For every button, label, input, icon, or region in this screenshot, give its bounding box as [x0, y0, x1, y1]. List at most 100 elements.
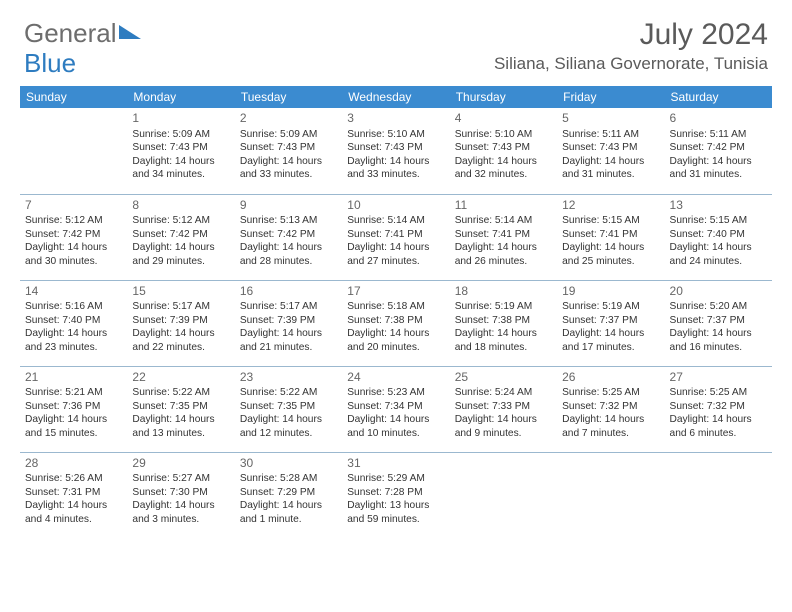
sunset-line: Sunset: 7:40 PM: [670, 228, 767, 241]
daylight-line: Daylight: 14 hours and 26 minutes.: [455, 241, 552, 268]
day-cell: 22Sunrise: 5:22 AMSunset: 7:35 PMDayligh…: [127, 366, 234, 452]
sunset-line: Sunset: 7:37 PM: [562, 314, 659, 327]
title-block: July 2024 Siliana, Siliana Governorate, …: [494, 18, 768, 74]
day-cell: 15Sunrise: 5:17 AMSunset: 7:39 PMDayligh…: [127, 280, 234, 366]
day-number: 26: [562, 370, 659, 386]
day-cell: 17Sunrise: 5:18 AMSunset: 7:38 PMDayligh…: [342, 280, 449, 366]
day-cell: 8Sunrise: 5:12 AMSunset: 7:42 PMDaylight…: [127, 194, 234, 280]
day-cell: 6Sunrise: 5:11 AMSunset: 7:42 PMDaylight…: [665, 108, 772, 194]
daylight-line: Daylight: 14 hours and 24 minutes.: [670, 241, 767, 268]
daylight-line: Daylight: 14 hours and 7 minutes.: [562, 413, 659, 440]
dow-cell: Monday: [127, 86, 234, 108]
daylight-line: Daylight: 14 hours and 34 minutes.: [132, 155, 229, 182]
sunrise-line: Sunrise: 5:17 AM: [132, 300, 229, 313]
day-cell: 29Sunrise: 5:27 AMSunset: 7:30 PMDayligh…: [127, 452, 234, 538]
sunset-line: Sunset: 7:38 PM: [347, 314, 444, 327]
day-number: 20: [670, 284, 767, 300]
daylight-line: Daylight: 14 hours and 30 minutes.: [25, 241, 122, 268]
sunrise-line: Sunrise: 5:14 AM: [455, 214, 552, 227]
day-number: 21: [25, 370, 122, 386]
sunset-line: Sunset: 7:32 PM: [562, 400, 659, 413]
daylight-line: Daylight: 14 hours and 28 minutes.: [240, 241, 337, 268]
day-number: 22: [132, 370, 229, 386]
daylight-line: Daylight: 14 hours and 13 minutes.: [132, 413, 229, 440]
day-cell: 7Sunrise: 5:12 AMSunset: 7:42 PMDaylight…: [20, 194, 127, 280]
sunset-line: Sunset: 7:35 PM: [240, 400, 337, 413]
sunset-line: Sunset: 7:32 PM: [670, 400, 767, 413]
day-cell: [20, 108, 127, 194]
sunrise-line: Sunrise: 5:22 AM: [132, 386, 229, 399]
sunset-line: Sunset: 7:28 PM: [347, 486, 444, 499]
day-cell: [450, 452, 557, 538]
day-number: 7: [25, 198, 122, 214]
day-cell: 21Sunrise: 5:21 AMSunset: 7:36 PMDayligh…: [20, 366, 127, 452]
daylight-line: Daylight: 14 hours and 4 minutes.: [25, 499, 122, 526]
sunrise-line: Sunrise: 5:19 AM: [455, 300, 552, 313]
sunset-line: Sunset: 7:29 PM: [240, 486, 337, 499]
day-cell: 18Sunrise: 5:19 AMSunset: 7:38 PMDayligh…: [450, 280, 557, 366]
day-number: 27: [670, 370, 767, 386]
day-cell: 13Sunrise: 5:15 AMSunset: 7:40 PMDayligh…: [665, 194, 772, 280]
sunset-line: Sunset: 7:43 PM: [455, 141, 552, 154]
sunset-line: Sunset: 7:34 PM: [347, 400, 444, 413]
day-number: 11: [455, 198, 552, 214]
day-of-week-row: SundayMondayTuesdayWednesdayThursdayFrid…: [20, 86, 772, 108]
day-cell: 30Sunrise: 5:28 AMSunset: 7:29 PMDayligh…: [235, 452, 342, 538]
dow-cell: Saturday: [665, 86, 772, 108]
sunset-line: Sunset: 7:43 PM: [347, 141, 444, 154]
sunset-line: Sunset: 7:40 PM: [25, 314, 122, 327]
calendar-table: SundayMondayTuesdayWednesdayThursdayFrid…: [20, 86, 772, 538]
month-title: July 2024: [494, 18, 768, 52]
daylight-line: Daylight: 14 hours and 18 minutes.: [455, 327, 552, 354]
sunset-line: Sunset: 7:39 PM: [132, 314, 229, 327]
sunrise-line: Sunrise: 5:10 AM: [455, 128, 552, 141]
day-number: 16: [240, 284, 337, 300]
day-cell: 9Sunrise: 5:13 AMSunset: 7:42 PMDaylight…: [235, 194, 342, 280]
sunrise-line: Sunrise: 5:11 AM: [670, 128, 767, 141]
day-number: 8: [132, 198, 229, 214]
day-cell: 25Sunrise: 5:24 AMSunset: 7:33 PMDayligh…: [450, 366, 557, 452]
sunrise-line: Sunrise: 5:15 AM: [562, 214, 659, 227]
sunrise-line: Sunrise: 5:20 AM: [670, 300, 767, 313]
day-cell: 1Sunrise: 5:09 AMSunset: 7:43 PMDaylight…: [127, 108, 234, 194]
daylight-line: Daylight: 14 hours and 9 minutes.: [455, 413, 552, 440]
header: General July 2024 Siliana, Siliana Gover…: [0, 0, 792, 78]
daylight-line: Daylight: 14 hours and 15 minutes.: [25, 413, 122, 440]
brand-flag-icon: [119, 23, 141, 41]
sunrise-line: Sunrise: 5:26 AM: [25, 472, 122, 485]
day-number: 10: [347, 198, 444, 214]
day-cell: [665, 452, 772, 538]
daylight-line: Daylight: 14 hours and 22 minutes.: [132, 327, 229, 354]
day-cell: 26Sunrise: 5:25 AMSunset: 7:32 PMDayligh…: [557, 366, 664, 452]
day-number: 19: [562, 284, 659, 300]
daylight-line: Daylight: 14 hours and 27 minutes.: [347, 241, 444, 268]
day-number: 18: [455, 284, 552, 300]
sunrise-line: Sunrise: 5:11 AM: [562, 128, 659, 141]
brand-part1: General: [24, 18, 117, 49]
sunset-line: Sunset: 7:36 PM: [25, 400, 122, 413]
day-cell: 20Sunrise: 5:20 AMSunset: 7:37 PMDayligh…: [665, 280, 772, 366]
sunrise-line: Sunrise: 5:25 AM: [670, 386, 767, 399]
sunset-line: Sunset: 7:30 PM: [132, 486, 229, 499]
daylight-line: Daylight: 14 hours and 31 minutes.: [670, 155, 767, 182]
sunrise-line: Sunrise: 5:23 AM: [347, 386, 444, 399]
sunset-line: Sunset: 7:42 PM: [25, 228, 122, 241]
day-number: 13: [670, 198, 767, 214]
day-cell: 16Sunrise: 5:17 AMSunset: 7:39 PMDayligh…: [235, 280, 342, 366]
day-number: 31: [347, 456, 444, 472]
sunrise-line: Sunrise: 5:25 AM: [562, 386, 659, 399]
day-number: 14: [25, 284, 122, 300]
day-number: 29: [132, 456, 229, 472]
day-cell: 14Sunrise: 5:16 AMSunset: 7:40 PMDayligh…: [20, 280, 127, 366]
sunrise-line: Sunrise: 5:14 AM: [347, 214, 444, 227]
daylight-line: Daylight: 14 hours and 20 minutes.: [347, 327, 444, 354]
sunset-line: Sunset: 7:41 PM: [455, 228, 552, 241]
brand-logo: General: [24, 18, 141, 49]
week-row: 7Sunrise: 5:12 AMSunset: 7:42 PMDaylight…: [20, 194, 772, 280]
daylight-line: Daylight: 14 hours and 16 minutes.: [670, 327, 767, 354]
daylight-line: Daylight: 14 hours and 33 minutes.: [240, 155, 337, 182]
daylight-line: Daylight: 14 hours and 1 minute.: [240, 499, 337, 526]
sunset-line: Sunset: 7:33 PM: [455, 400, 552, 413]
day-number: 17: [347, 284, 444, 300]
daylight-line: Daylight: 14 hours and 32 minutes.: [455, 155, 552, 182]
